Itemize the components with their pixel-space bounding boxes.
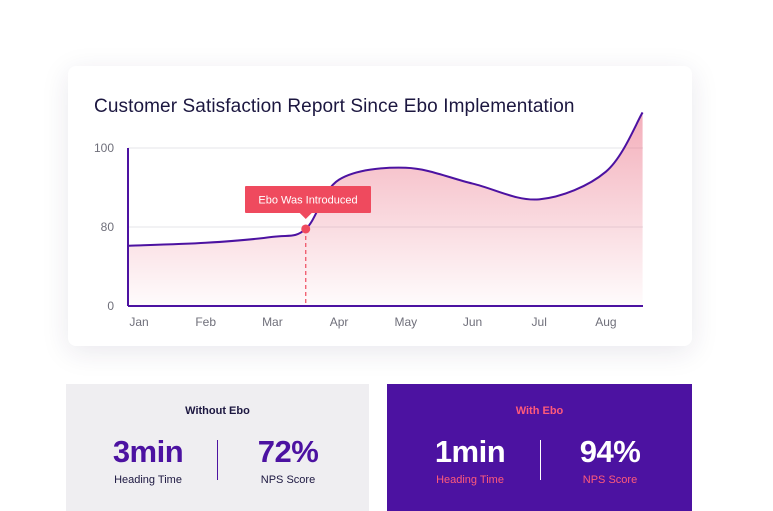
without-ebo-nps-stat: 72% NPS Score xyxy=(228,432,348,486)
annotation-callout-box xyxy=(245,186,371,213)
x-tick-label-jun: Jun xyxy=(463,315,482,329)
series-area-fill xyxy=(128,112,643,306)
y-tick-label-100: 100 xyxy=(94,141,114,155)
with-ebo-nps-label: NPS Score xyxy=(582,474,638,486)
without-ebo-card: Without Ebo 3min Heading Time 72% NPS Sc… xyxy=(66,384,369,511)
with-ebo-heading: With Ebo xyxy=(515,405,564,417)
satisfaction-area-chart: 100 80 0 Jan Feb Mar Apr May Jun Jul Aug Ebo Was In… xyxy=(94,111,644,329)
with-ebo-time-label: Heading Time xyxy=(436,474,504,486)
x-tick-label-feb: Feb xyxy=(195,315,216,329)
without-ebo-nps-label: NPS Score xyxy=(260,474,316,486)
with-ebo-time-value: 1min xyxy=(434,434,506,469)
y-tick-label-80: 80 xyxy=(101,220,115,234)
without-ebo-nps-value: 72% xyxy=(257,434,319,469)
annotation-marker xyxy=(301,224,311,234)
x-tick-label-aug: Aug xyxy=(595,315,616,329)
without-ebo-heading: Without Ebo xyxy=(185,405,250,417)
with-ebo-card: With Ebo 1min Heading Time 94% NPS Score xyxy=(387,384,692,511)
without-ebo-time-stat: 3min Heading Time xyxy=(88,432,208,486)
without-ebo-time-value: 3min xyxy=(112,434,184,469)
chart-title: Customer Satisfaction Report Since Ebo I… xyxy=(94,96,575,117)
with-ebo-nps-stat: 94% NPS Score xyxy=(550,432,670,486)
with-ebo-time-stat: 1min Heading Time xyxy=(410,432,530,486)
annotation-callout-pointer xyxy=(299,213,312,219)
series-line xyxy=(127,111,644,247)
without-ebo-time-label: Heading Time xyxy=(114,474,182,486)
x-tick-label-jul: Jul xyxy=(532,315,547,329)
y-tick-label-0: 0 xyxy=(107,299,114,313)
with-ebo-divider xyxy=(540,440,541,480)
without-ebo-divider xyxy=(217,440,218,480)
x-tick-label-jan: Jan xyxy=(129,315,148,329)
annotation-label: Ebo Was Introduced xyxy=(258,195,357,207)
x-tick-label-mar: Mar xyxy=(262,315,283,329)
x-tick-label-apr: Apr xyxy=(330,315,349,329)
with-ebo-nps-value: 94% xyxy=(579,434,641,469)
x-tick-label-may: May xyxy=(394,315,417,329)
